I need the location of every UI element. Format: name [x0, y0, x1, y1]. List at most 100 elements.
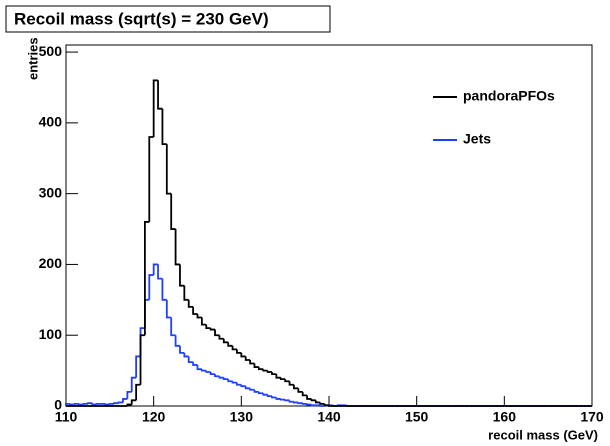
- legend-label: pandoraPFOs: [463, 88, 555, 104]
- hist-bin: [148, 136, 154, 222]
- hist-bin: [222, 377, 229, 381]
- hist-bin: [310, 404, 316, 407]
- hist-bin: [319, 402, 325, 405]
- hist-bin: [288, 400, 294, 403]
- hist-bin: [236, 349, 242, 354]
- hist-bin: [174, 229, 180, 266]
- hist-bin: [323, 403, 329, 407]
- x-tick-label: 140: [317, 409, 341, 425]
- legend-label: Jets: [463, 131, 491, 147]
- hist-bin: [104, 403, 110, 406]
- hist-bin: [209, 328, 216, 331]
- hist-bin: [126, 403, 132, 406]
- hist-bin: [73, 402, 80, 405]
- hist-bin: [152, 263, 159, 276]
- x-tick-label: 120: [142, 409, 166, 425]
- hist-bin: [275, 374, 281, 379]
- hist-bin: [253, 389, 259, 393]
- hist-bin: [135, 383, 141, 401]
- hist-bin: [275, 397, 281, 400]
- chart-title: Recoil mass (sqrt(s) = 230 GeV): [14, 9, 269, 28]
- hist-bin: [174, 335, 180, 347]
- hist-bin: [87, 402, 93, 405]
- hist-bin: [148, 274, 154, 300]
- hist-bin: [157, 80, 163, 110]
- hist-bin: [144, 221, 150, 336]
- hist-bin: [244, 386, 251, 390]
- x-axis-label: recoil mass (GeV): [488, 427, 598, 442]
- hist-bin: [130, 399, 137, 405]
- hist-bin: [157, 264, 163, 280]
- hist-bin: [183, 352, 189, 358]
- hist-bin: [231, 381, 237, 384]
- hist-bin: [266, 394, 273, 397]
- hist-bin: [214, 329, 220, 337]
- hist-bin: [310, 398, 316, 402]
- hist-bin: [249, 388, 255, 391]
- hist-bin: [297, 388, 303, 393]
- hist-bin: [126, 390, 132, 399]
- hist-bin: [183, 285, 189, 301]
- hist-bin: [218, 335, 224, 340]
- hist-bin: [240, 352, 246, 358]
- hist-bin: [253, 363, 259, 368]
- x-tick-label: 110: [55, 409, 78, 425]
- hist-bin: [152, 79, 159, 138]
- hist-bin: [135, 355, 141, 378]
- hist-bin: [165, 299, 172, 319]
- hist-bin: [82, 402, 88, 405]
- hist-bin: [187, 299, 194, 308]
- hist-bin: [218, 376, 224, 379]
- hist-bin: [297, 402, 303, 405]
- hist-bin: [284, 379, 290, 383]
- hist-bin: [192, 306, 198, 315]
- hist-bin: [113, 402, 119, 405]
- hist-bin: [108, 402, 115, 405]
- hist-bin: [279, 398, 286, 401]
- hist-bin: [117, 401, 123, 404]
- hist-bin: [279, 377, 286, 381]
- hist-bin: [122, 398, 128, 403]
- hist-bin: [301, 391, 308, 397]
- hist-bin: [236, 382, 242, 386]
- y-tick-label: 400: [39, 114, 63, 130]
- hist-bin: [257, 391, 264, 395]
- hist-bin: [214, 374, 220, 378]
- hist-bin: [130, 376, 137, 392]
- hist-bin: [284, 399, 290, 402]
- hist-bin: [222, 338, 229, 344]
- hist-bin: [249, 359, 255, 365]
- hist-bin: [69, 403, 75, 406]
- hist-bin: [170, 317, 176, 337]
- x-tick-label: 160: [493, 409, 517, 425]
- hist-bin: [209, 372, 216, 376]
- hist-bin: [196, 313, 202, 319]
- hist-bin: [306, 395, 312, 400]
- hist-bin: [200, 317, 207, 326]
- hist-bin: [262, 369, 268, 372]
- hist-bin: [192, 362, 198, 366]
- hist-bin: [205, 324, 211, 330]
- hist-bin: [179, 345, 185, 354]
- x-tick-label: 150: [405, 409, 429, 425]
- hist-bin: [293, 401, 299, 404]
- hist-bin: [91, 403, 97, 406]
- hist-bin: [328, 405, 334, 407]
- hist-bin: [271, 372, 277, 376]
- y-tick-label: 0: [54, 397, 62, 413]
- hist-bin: [301, 402, 308, 405]
- hist-bin: [227, 379, 233, 383]
- hist-bin: [196, 364, 202, 371]
- hist-bin: [271, 396, 277, 399]
- y-tick-label: 500: [39, 43, 63, 59]
- hist-bin: [205, 370, 211, 373]
- hist-bin: [95, 402, 102, 405]
- y-tick-label: 100: [39, 326, 63, 342]
- hist-bin: [293, 384, 299, 390]
- hist-bin: [319, 405, 325, 407]
- hist-bin: [240, 384, 246, 388]
- hist-bin: [244, 356, 251, 361]
- y-axis-label: entries: [25, 37, 40, 80]
- hist-bin: [165, 144, 172, 195]
